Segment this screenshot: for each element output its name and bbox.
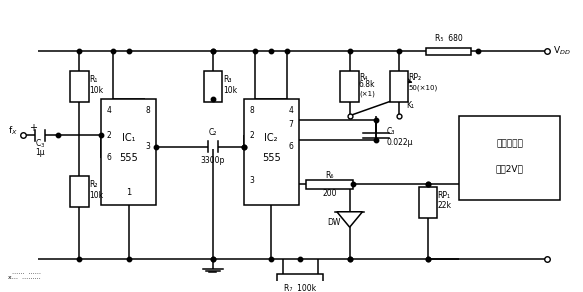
Text: C₃: C₃ [387,127,395,135]
Text: 555: 555 [262,153,280,163]
Text: RP₁: RP₁ [437,191,451,200]
Bar [244,99,298,206]
Bar [419,187,437,218]
Text: f$_X$: f$_X$ [8,125,17,137]
Text: 3300p: 3300p [201,157,225,165]
Text: +: + [29,123,37,133]
Text: 50(×10): 50(×10) [409,84,438,91]
Text: R₁: R₁ [90,75,98,84]
Text: 6: 6 [107,153,111,162]
Text: 6.8k: 6.8k [359,80,375,89]
Text: 10k: 10k [223,86,238,95]
Text: 6: 6 [288,142,293,151]
Bar [390,71,409,102]
Text: 3: 3 [249,176,254,185]
Bar [70,71,89,102]
Text: ……  ……: …… …… [12,270,41,275]
Text: IC₂: IC₂ [265,133,278,143]
Text: 10k: 10k [90,191,104,200]
Text: x…  ………: x… ……… [8,275,40,280]
Bar [340,71,359,102]
Text: DW: DW [328,218,341,227]
Text: V$_{DD}$: V$_{DD}$ [553,45,571,58]
Text: 200: 200 [322,189,336,198]
Polygon shape [337,212,363,227]
Text: R₄: R₄ [359,73,367,82]
Bar [70,176,89,207]
Text: 555: 555 [120,153,138,163]
Text: 22k: 22k [437,201,451,210]
Text: R₅  680: R₅ 680 [435,34,462,43]
Bar [277,274,324,283]
Text: R₇  100k: R₇ 100k [284,284,317,292]
Text: 7: 7 [288,120,293,128]
Text: R₆: R₆ [325,171,333,180]
Text: 1: 1 [126,188,131,197]
Text: 2: 2 [250,131,254,140]
Text: C$_3$: C$_3$ [35,138,45,150]
Text: IC₁: IC₁ [122,133,135,143]
Text: 1μ: 1μ [36,148,45,157]
Text: 4: 4 [288,106,293,114]
Text: 2: 2 [107,131,111,140]
Text: 10k: 10k [90,86,104,95]
Text: 4: 4 [107,106,111,114]
Bar [203,71,222,102]
Text: RP₂: RP₂ [409,73,422,82]
Text: 8: 8 [250,106,254,114]
Text: C₂: C₂ [209,128,217,137]
Bar [306,180,353,189]
Text: R₂: R₂ [90,180,98,189]
Text: (×1): (×1) [359,90,375,97]
Text: 数字万用表: 数字万用表 [496,139,523,148]
Bar [101,99,156,206]
Text: 3: 3 [146,142,150,151]
Text: 8: 8 [146,106,150,114]
Text: 直流2V档: 直流2V档 [496,164,524,173]
Text: K₁: K₁ [406,101,414,110]
Bar [459,116,560,200]
Text: 0.022μ: 0.022μ [387,138,413,147]
Text: R₃: R₃ [223,75,232,84]
Bar [426,48,470,55]
